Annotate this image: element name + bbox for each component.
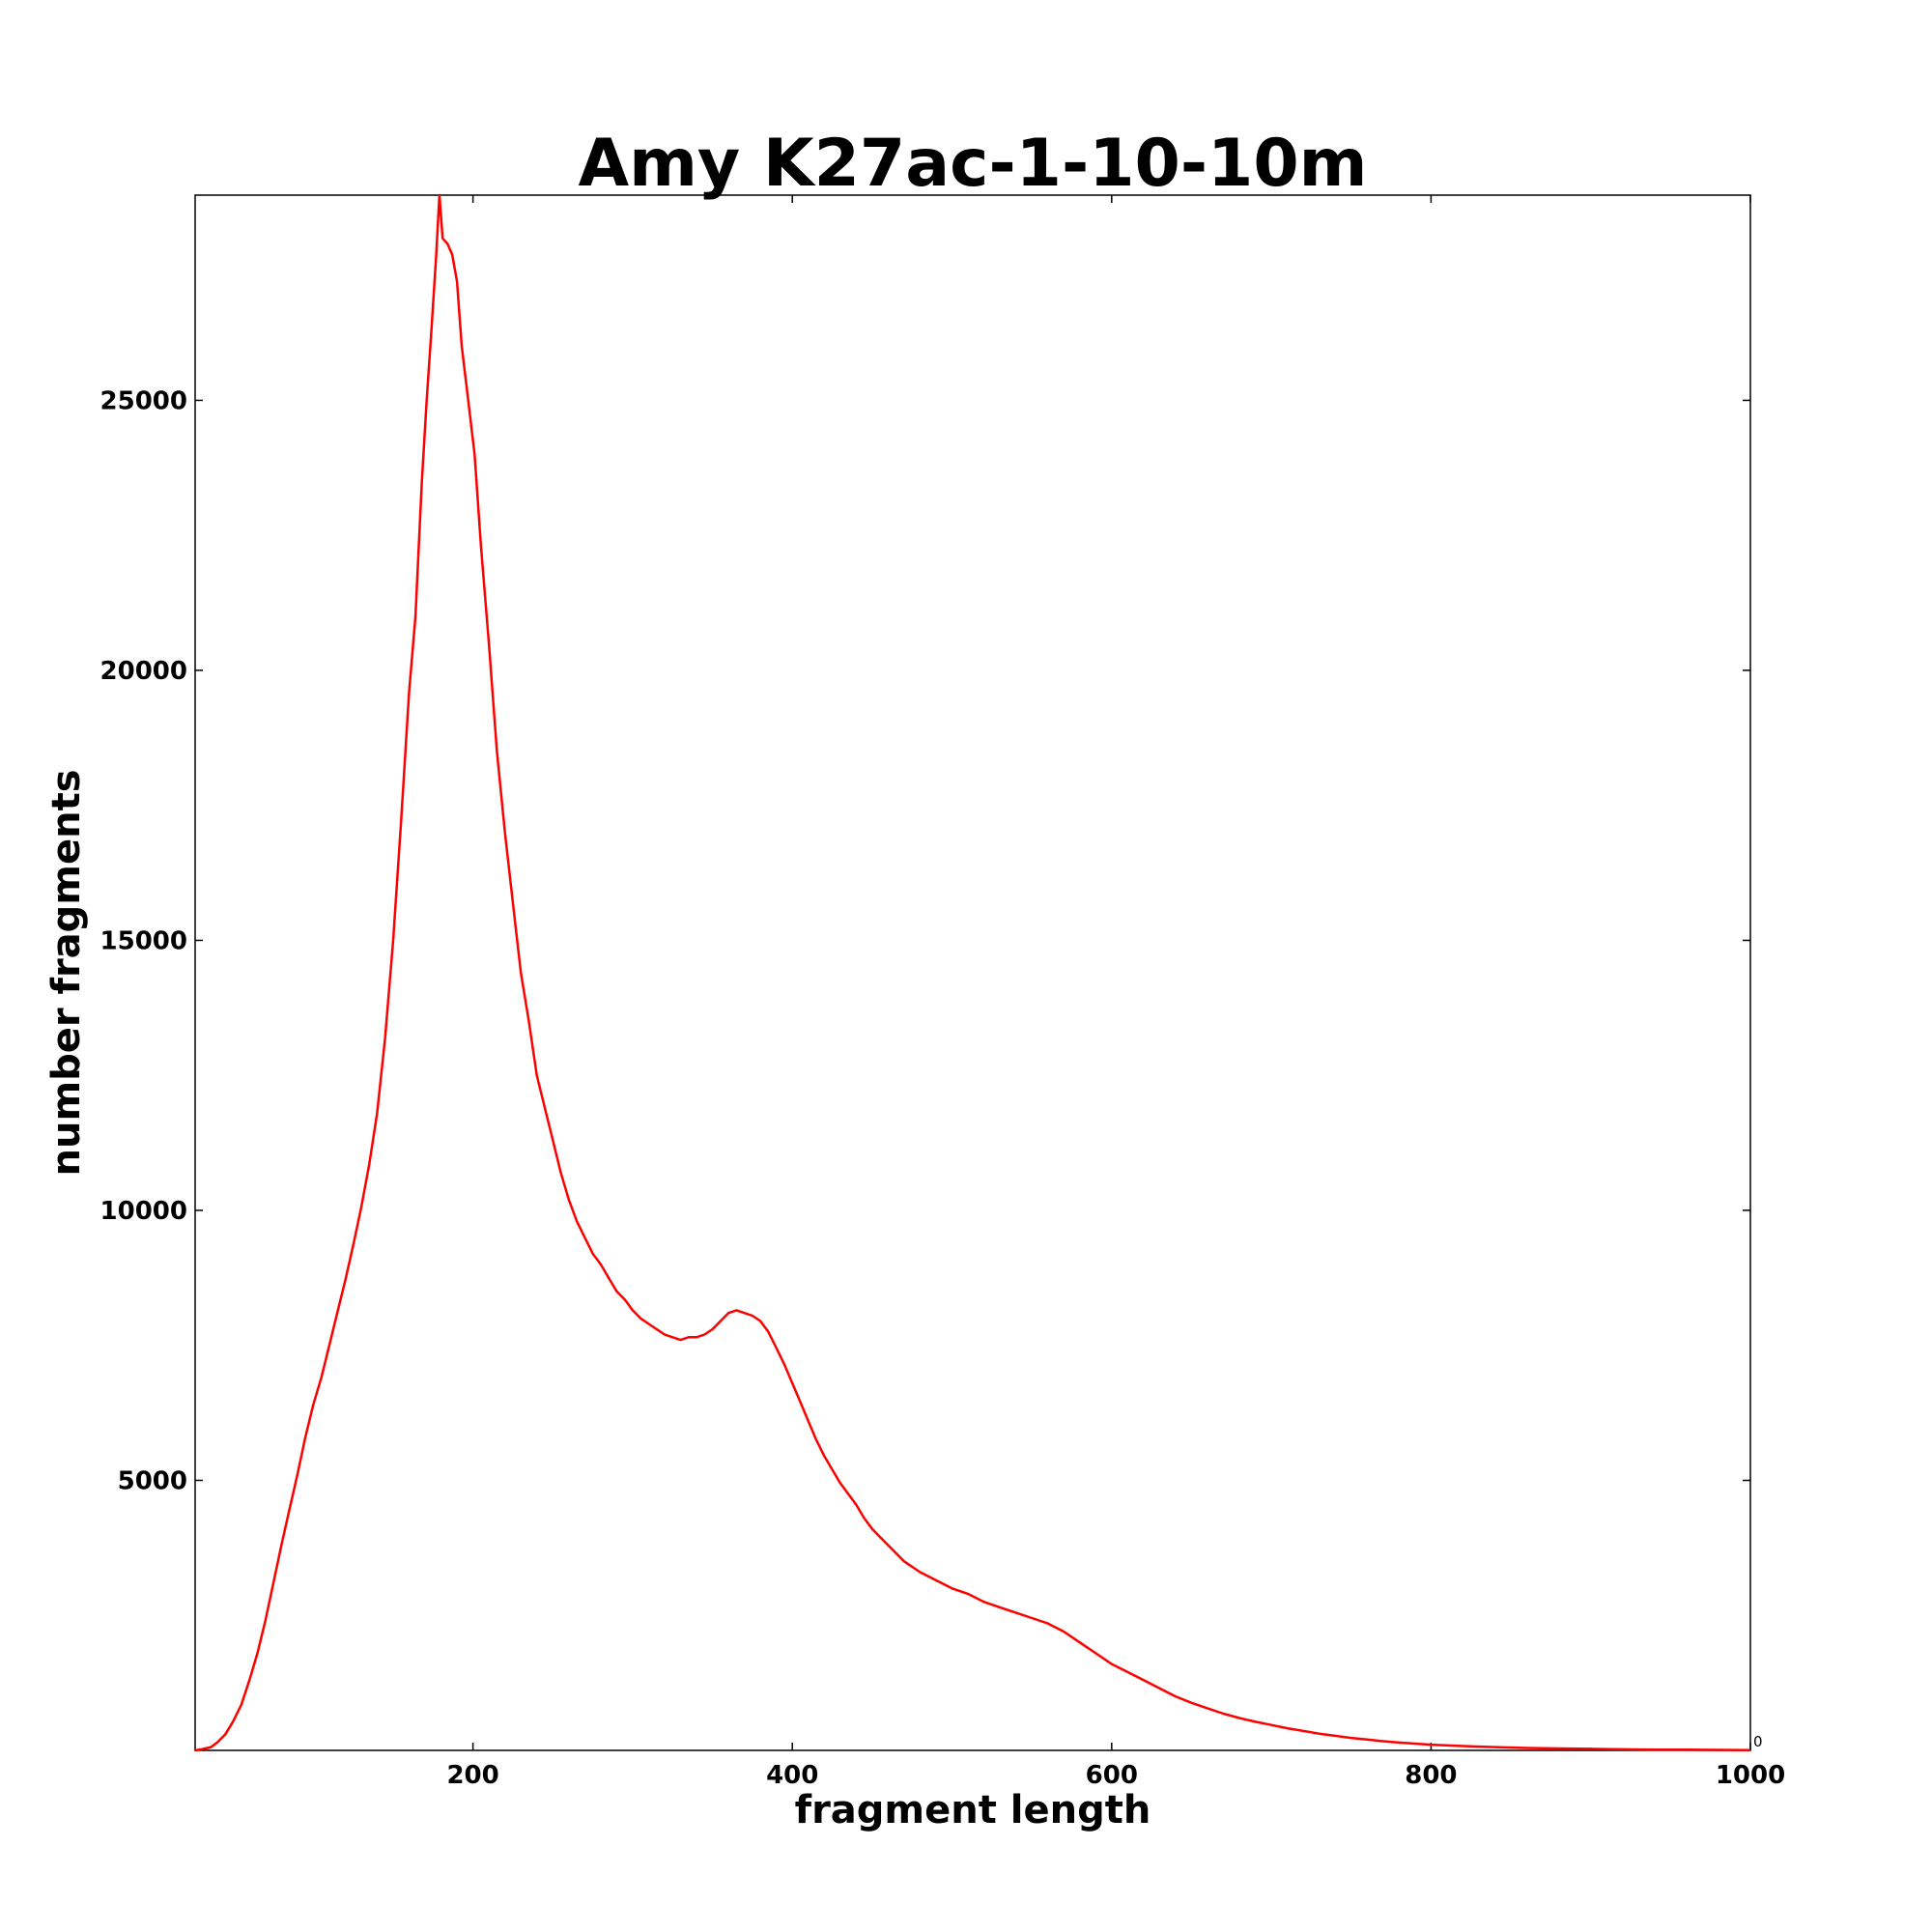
x-tick-label: 400 xyxy=(766,1761,818,1790)
y-axis-label: number fragments xyxy=(44,769,89,1176)
x-axis-label: fragment length xyxy=(795,1788,1151,1833)
x-tick-label: 200 xyxy=(446,1761,498,1790)
x-tick-label: 600 xyxy=(1086,1761,1138,1790)
corner-zero-label: 0 xyxy=(1753,1733,1763,1750)
x-tick-label: 800 xyxy=(1405,1761,1457,1790)
y-axis-ticks: 5000 10000 15000 20000 25000 xyxy=(100,386,1750,1495)
y-tick-label: 20000 xyxy=(100,657,187,686)
x-axis-ticks: 200 400 600 800 1000 xyxy=(446,195,1785,1790)
chart-title: Amy K27ac-1-10-10m xyxy=(578,126,1367,202)
y-tick-label: 15000 xyxy=(100,926,187,955)
x-tick-label: 1000 xyxy=(1716,1761,1785,1790)
y-tick-label: 10000 xyxy=(100,1197,187,1226)
series-line-fragments xyxy=(194,193,1751,1752)
y-tick-label: 5000 xyxy=(118,1466,187,1495)
plot-frame xyxy=(194,194,1751,1751)
y-tick-label: 25000 xyxy=(100,386,187,415)
